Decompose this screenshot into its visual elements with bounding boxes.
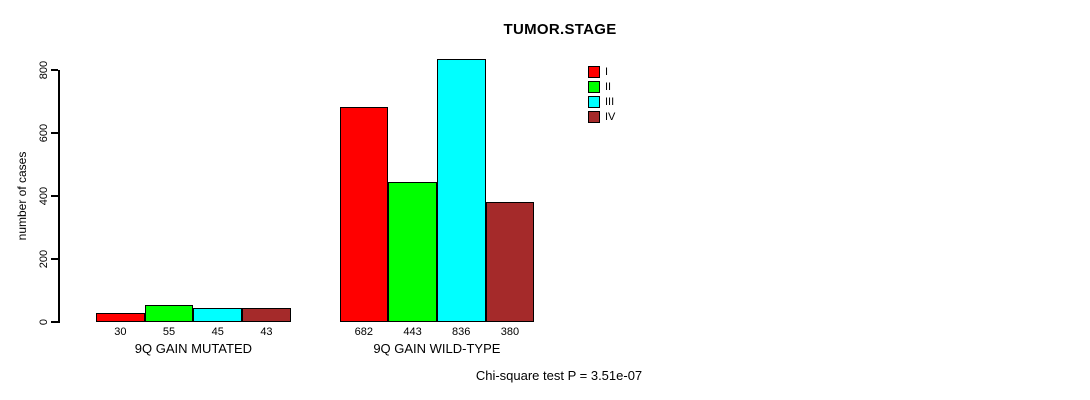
bar-stage-ii-group2 [388,182,437,322]
stat-test-annotation: Chi-square test P = 3.51e-07 [475,368,643,383]
legend-item: II [588,79,615,94]
bar-stage-ii-group1 [144,304,194,322]
bar-value-label: 55 [162,326,176,338]
legend: I II III IV [588,64,615,124]
y-axis-tick-label: 600 [38,123,50,143]
legend-label: IV [605,110,616,123]
legend-label: II [605,80,612,93]
y-axis-tick-label: 800 [38,60,50,80]
legend-item: IV [588,109,615,124]
bar-stage-i-group2 [339,107,389,322]
y-axis-tick-label: 0 [38,318,50,326]
bar-value-label: 836 [452,326,471,338]
y-axis-tick [51,69,58,71]
bar-value-label: 682 [354,326,374,338]
y-axis-tick [51,195,58,197]
bar-value-label: 43 [260,326,273,338]
bar-stage-i-group1 [96,312,145,322]
y-axis-tick [51,321,58,323]
bar-stage-iv-group2 [485,202,535,322]
y-axis-tick [51,258,58,260]
bar-stage-iii-group1 [193,307,243,322]
chart-title: TUMOR.STAGE [503,21,617,38]
bar-value-label: 443 [403,326,422,338]
legend-color-swatch [588,65,600,78]
bar-value-label: 380 [500,326,520,338]
bar-stage-iii-group2 [436,58,486,322]
y-axis-line [58,70,60,323]
legend-label: III [605,95,615,108]
legend-color-swatch [588,80,600,93]
legend-item: I [588,64,615,79]
legend-color-swatch [588,95,600,108]
x-group-label: 9Q GAIN WILD-TYPE [373,341,501,356]
bar-stage-iv-group1 [242,308,291,322]
y-axis-tick-label: 200 [38,249,50,269]
legend-label: I [605,65,609,78]
bar-value-label: 30 [114,326,127,338]
bar-value-label: 45 [211,326,224,338]
legend-item: III [588,94,615,109]
legend-color-swatch [588,110,600,123]
y-axis-tick-label: 400 [38,186,50,206]
x-group-label: 9Q GAIN MUTATED [134,341,253,356]
y-axis-tick [51,132,58,134]
